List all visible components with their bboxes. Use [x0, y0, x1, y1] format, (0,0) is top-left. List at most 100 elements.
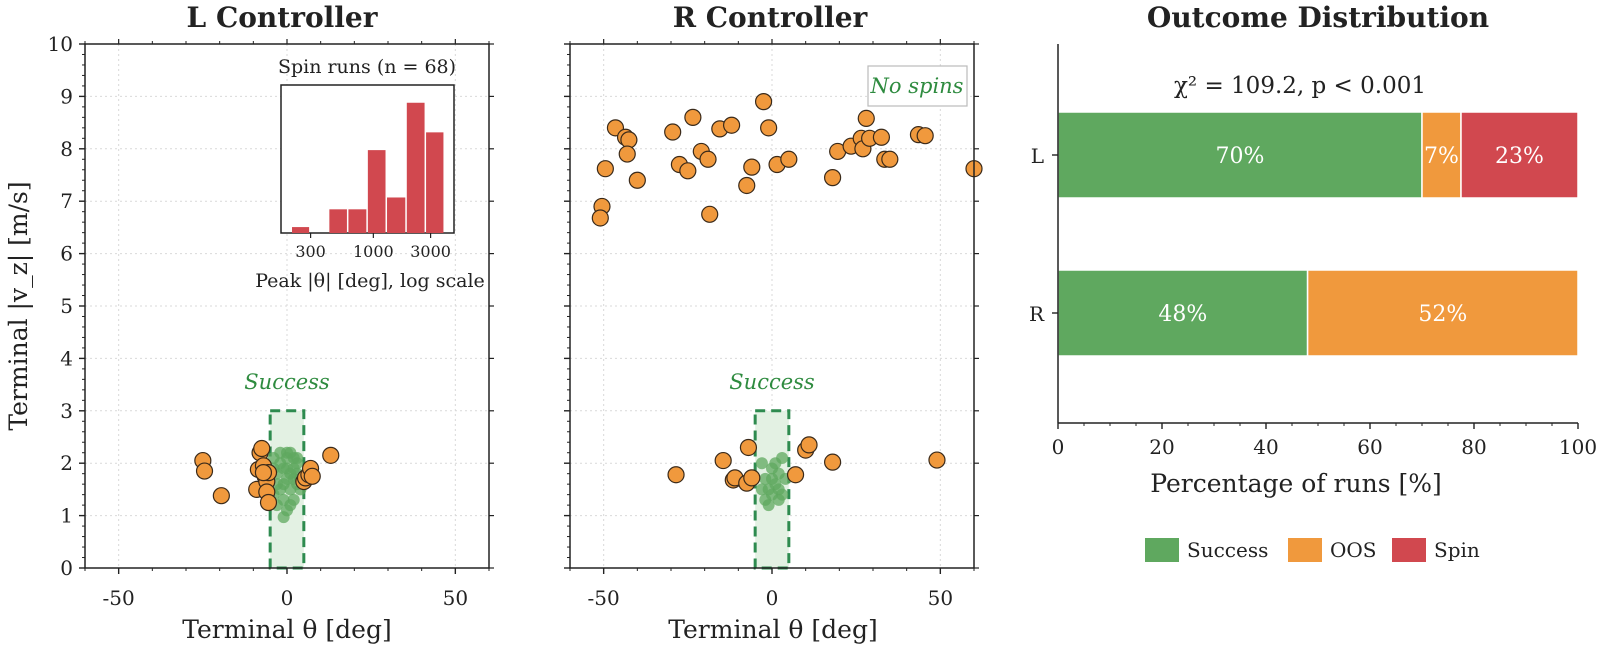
no-spins-note: No spins: [870, 74, 964, 98]
p1-success-point: [281, 472, 293, 485]
inset-title: Spin runs (n = 68): [278, 56, 456, 78]
p2-success-point: [772, 493, 785, 506]
r-x-axis-label: Terminal θ [deg]: [668, 615, 877, 644]
inset-xtick-label-3000: 3000: [410, 242, 451, 261]
p1-oos-point: [212, 487, 230, 505]
p2-oos-point: [872, 128, 891, 146]
p1-ytick-label-6: 6: [60, 242, 73, 266]
p2-oos-point: [618, 145, 636, 163]
p1-oos-point: [254, 464, 273, 482]
l-controller-title: L Controller: [187, 1, 379, 34]
p2-success-point: [762, 499, 775, 512]
outcome-xtick-label-60: 60: [1357, 435, 1382, 459]
p2-oos-point: [760, 119, 778, 137]
inset-bar-3: [348, 209, 367, 233]
r-controller-title: R Controller: [673, 1, 869, 34]
l-y-axis-label: Terminal |v_z| [m/s]: [4, 181, 34, 430]
p2-oos-point: [743, 158, 761, 176]
outcome-xtick-label-40: 40: [1253, 435, 1278, 459]
p1-success-point: [291, 451, 304, 464]
bar-L-spin: [1460, 111, 1579, 199]
p1-oos-point: [253, 439, 271, 458]
p2-oos-point: [739, 438, 758, 457]
inset-x-label: Peak |θ| [deg], log scale: [255, 270, 485, 292]
r-points: [591, 93, 983, 512]
l-x-axis-label: Terminal θ [deg]: [182, 615, 391, 644]
r-ticks: -50 0 50: [564, 39, 979, 610]
p2-oos-point: [928, 451, 946, 469]
p1-ytick-label-7: 7: [60, 189, 73, 213]
p1-ytick-label-9: 9: [60, 84, 73, 108]
p2-success-point: [766, 472, 778, 485]
p2-oos-point: [664, 123, 682, 141]
inset-frame: [280, 84, 455, 234]
chi-square-stat: χ² = 109.2, p < 0.001: [1174, 73, 1426, 99]
p1-success-point: [284, 499, 297, 512]
outcome-xtick-label-80: 80: [1461, 435, 1486, 459]
p1-ytick-label-10: 10: [48, 32, 73, 56]
outcome-axes: 0 20 40 60 80 100: [1052, 44, 1597, 459]
p1-ytick-label-8: 8: [60, 137, 73, 161]
inset-bars: [292, 102, 444, 233]
inset-bar-0: [292, 227, 310, 233]
bar-label-L-spin: 23%: [1495, 144, 1544, 169]
inset-xtick-label-300: 300: [295, 242, 326, 261]
p2-oos-point: [823, 169, 842, 187]
p2-oos-point: [684, 108, 702, 126]
l-success-annotation: Success: [244, 370, 330, 394]
outcome-xtick-label-20: 20: [1149, 435, 1174, 459]
legend-swatch-spin: [1392, 538, 1426, 562]
r-controller-panel: R Controller Success -50 0 50 Terminal θ […: [564, 1, 983, 644]
p1-success-point: [281, 446, 293, 459]
p1-oos-point: [195, 462, 214, 480]
inset-bar-4: [367, 150, 386, 233]
outcome-legend: Success OOS Spin: [1145, 538, 1480, 562]
p1-success-point: [287, 462, 300, 475]
category-label-L: L: [1031, 144, 1044, 168]
outcome-title: Outcome Distribution: [1147, 1, 1489, 34]
bar-L-success: [1057, 111, 1423, 199]
bar-label-R-oos: 52%: [1418, 302, 1467, 327]
p1-success-point: [277, 511, 290, 524]
l-ticks: 0 1 2 3 4 5 6 7 8 9 10 -50 0 50: [48, 32, 494, 610]
p1-ytick-label-2: 2: [60, 451, 73, 475]
bar-L-oos: [1421, 111, 1462, 199]
p2-xtick-label-0: 0: [766, 586, 779, 610]
l-points: [194, 439, 340, 524]
p2-success-point: [755, 457, 768, 470]
inset-bar-6: [406, 102, 425, 233]
p2-xtick-label--50: -50: [588, 586, 620, 610]
inset-bar-7: [426, 132, 444, 233]
no-spins-box: [867, 65, 968, 107]
p2-oos-point: [596, 160, 614, 178]
p2-oos-point: [591, 209, 609, 227]
outcome-xtick-label-100: 100: [1559, 435, 1597, 459]
bar-label-L-success: 70%: [1216, 144, 1265, 169]
p1-success-point: [274, 483, 287, 496]
p2-oos-point: [738, 176, 756, 195]
p1-ytick-label-1: 1: [60, 504, 73, 528]
inset-xtick-label-1000: 1000: [353, 242, 394, 261]
p1-ytick-label-5: 5: [60, 294, 73, 318]
p2-oos-point: [620, 131, 638, 149]
bar-label-L-oos: 7%: [1424, 144, 1459, 169]
outcome-x-axis-label: Percentage of runs [%]: [1150, 469, 1441, 498]
p2-oos-point: [916, 127, 934, 145]
bar-R-oos: [1306, 269, 1579, 357]
p1-ytick-label-4: 4: [60, 346, 73, 370]
p1-oos-point: [303, 467, 321, 485]
inset-bar-5: [387, 197, 406, 233]
p2-oos-point: [857, 109, 875, 128]
inset-ticks: 300 1000 3000: [295, 233, 451, 261]
legend-swatch-success: [1145, 538, 1179, 562]
p2-oos-point: [743, 469, 761, 487]
p2-success-point: [769, 457, 782, 470]
p2-oos-point: [754, 93, 773, 111]
p1-xtick-label--50: -50: [103, 586, 135, 610]
p1-oos-point: [259, 493, 278, 512]
legend-label-success: Success: [1187, 538, 1268, 562]
p2-oos-point: [800, 436, 818, 454]
p2-success-point: [755, 483, 768, 496]
p2-oos-point: [786, 466, 805, 484]
